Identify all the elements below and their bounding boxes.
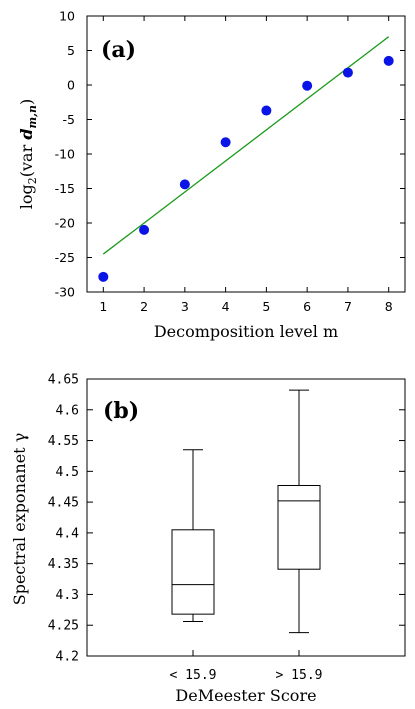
panel-a-data-point [261, 105, 272, 116]
panel-a-x-tick-label: 5 [262, 299, 270, 314]
panel-b-x-tick-label: < 15.9 [170, 668, 217, 683]
panel-a-x-tick-label: 4 [222, 299, 230, 314]
panel-b-iqr-box [277, 484, 321, 570]
panel-a-y-tick-label: -10 [55, 147, 75, 162]
panel-b-y-tick-label: 4.2 [56, 650, 79, 665]
panel-b-y-tick-label: 4.25 [48, 619, 79, 634]
panel-a-fit-line [102, 36, 390, 255]
panel-a-data-point [139, 224, 150, 235]
panel-a-data-point [179, 179, 190, 190]
panel-a-y-tick-label: -30 [55, 285, 75, 300]
panel-a-y-tick-label: -5 [63, 112, 75, 127]
panel-b-plot-frame [86, 378, 406, 657]
panel-b-y-tick-label: 4.65 [48, 373, 79, 388]
panel-b-label: (b) [103, 398, 139, 424]
panel-a-y-tick-label: 10 [59, 9, 75, 24]
panel-b-y-tick-label: 4.45 [48, 496, 79, 511]
panel-a-y-tick-label: 5 [67, 43, 75, 58]
panel-b-x-tick-label: > 15.9 [276, 668, 323, 683]
panel-b-y-axis-label: Spectral exponanet γ [10, 433, 29, 606]
panel-a-x-tick-label: 2 [140, 299, 148, 314]
panel-a-scatter-chart: 1 2 3 4 5 6 7 8 -30 -25 -20 -15 -10 -5 0 5 10 (a) Decom… [17, 9, 406, 341]
panel-a-x-tick-label: 1 [99, 299, 107, 314]
panel-b-y-tick-label: 4.4 [56, 526, 80, 541]
panel-a-data-point [342, 67, 353, 78]
panel-b-box [277, 389, 321, 634]
panel-a-y-tick-label: 0 [67, 78, 75, 93]
panel-b-x-axis-label: DeMeester Score [175, 686, 316, 705]
panel-a-data-point [302, 80, 313, 91]
panel-b-y-tick-label: 4.35 [48, 557, 79, 572]
panel-a-x-tick-label: 7 [344, 299, 352, 314]
panel-b-y-tick-label: 4.6 [56, 403, 79, 418]
panel-a-x-tick-label: 3 [181, 299, 189, 314]
panel-b-y-tick-label: 4.55 [48, 434, 79, 449]
panel-b-y-tick-label: 4.3 [56, 588, 79, 603]
panel-b-box-plot: 4.2 4.25 4.3 4.35 4.4 4.45 4.5 4.55 4.6 4.65 < 15… [10, 373, 406, 705]
panel-a-data-point [383, 55, 394, 66]
panel-b-iqr-box [171, 529, 215, 615]
panel-a-x-axis-label: Decomposition level m [154, 322, 338, 341]
panel-a-data-point [220, 137, 231, 148]
panel-a-y-tick-label: -15 [55, 181, 75, 196]
panel-a-x-tick-label: 6 [303, 299, 311, 314]
panel-b-box [171, 449, 215, 623]
panel-a-y-axis-label: log2(var dm,n) [17, 99, 39, 209]
panel-a-x-tick-label: 8 [385, 299, 393, 314]
panel-b-y-tick-label: 4.5 [56, 465, 79, 480]
panel-a-label: (a) [101, 37, 136, 63]
panel-a-data-point [98, 271, 109, 282]
panel-a-y-tick-label: -20 [55, 216, 75, 231]
panel-a-y-tick-label: -25 [55, 250, 75, 265]
